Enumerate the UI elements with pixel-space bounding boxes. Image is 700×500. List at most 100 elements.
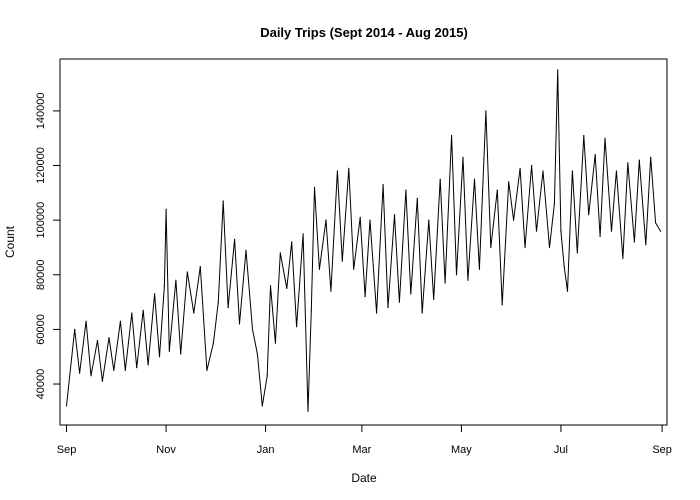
data-point [566,290,569,292]
data-point [594,154,596,156]
data-point [410,293,412,295]
data-point [467,279,469,281]
data-point [444,282,446,284]
data-point [310,309,312,311]
data-point [325,219,327,221]
data-point [421,312,423,314]
y-axis: 40000 60000 80000 100000 120000 140000 [35,93,61,400]
data-point [165,208,167,210]
data-point [387,307,389,309]
data-point [274,342,276,344]
x-tick-label: Jul [554,444,568,456]
series-line-daily-trips [66,69,661,412]
x-tick-label: Nov [156,444,176,456]
data-point [217,301,219,303]
data-point [256,353,258,355]
data-point [222,200,224,202]
data-point [158,356,161,358]
data-point [659,230,662,232]
data-point [142,309,144,311]
data-point [535,230,538,232]
data-point [627,162,629,164]
data-point [90,375,92,377]
data-point [633,241,636,243]
data-point [557,69,559,71]
data-point [369,219,371,221]
data-point [227,307,229,309]
y-tick-label: 140000 [35,93,47,130]
data-point [307,410,309,412]
data-point [119,320,121,322]
data-point [638,159,640,161]
data-point [563,266,565,268]
y-tick-label: 100000 [35,202,47,239]
data-point [560,230,562,232]
data-point [376,312,378,314]
data-point [398,301,400,303]
data-point [234,238,236,240]
data-point [251,328,254,330]
data-point [101,380,103,382]
data-point [478,268,480,270]
data-point [269,285,272,287]
x-tick-label: May [451,444,472,456]
data-point [245,249,247,251]
data-point [163,285,165,287]
x-tick-label: Sep [652,444,672,456]
data-point [433,298,435,300]
data-point [147,364,149,366]
data-point [393,214,396,216]
data-point [531,164,533,167]
data-point [382,184,384,186]
x-axis-label: Date [351,471,377,485]
x-tick-label: Mar [352,444,371,456]
data-point [313,186,316,188]
data-point [341,260,343,262]
x-tick-label: Jan [257,444,275,456]
y-axis-label: Count [3,225,17,258]
data-point [622,257,624,259]
data-point [286,287,288,289]
data-point [302,233,304,235]
data-point [571,170,574,172]
data-point [645,244,647,246]
data-point [513,219,515,221]
data-point [154,293,156,295]
data-point [96,339,99,341]
data-point [451,134,453,137]
data-point [131,312,133,314]
data-point [65,405,68,407]
data-point [490,246,492,249]
data-point [615,170,618,172]
data-point [542,170,544,172]
data-point [576,252,578,254]
data-point [261,405,263,407]
data-point [330,290,332,292]
data-point [296,326,298,328]
data-point [428,219,430,221]
data-point [548,246,551,249]
y-tick-label: 120000 [35,147,47,184]
data-point [199,266,201,268]
y-tick-label: 40000 [35,369,47,400]
data-point [186,271,188,273]
data-point [168,350,170,352]
data-point [508,181,510,183]
data-point [291,241,293,243]
y-tick-label: 80000 [35,259,47,290]
data-point [416,197,418,199]
data-point [175,279,177,281]
data-point [364,296,366,298]
data-point [180,353,182,355]
x-axis: Sep Nov Jan Mar May Jul Sep [57,424,672,456]
data-point [599,235,601,238]
data-point [108,337,110,339]
data-point [519,167,521,169]
data-point [124,369,126,371]
data-point [74,328,76,330]
data-point [266,375,268,377]
data-point [113,369,115,371]
data-point [501,304,503,306]
data-point [318,268,320,270]
